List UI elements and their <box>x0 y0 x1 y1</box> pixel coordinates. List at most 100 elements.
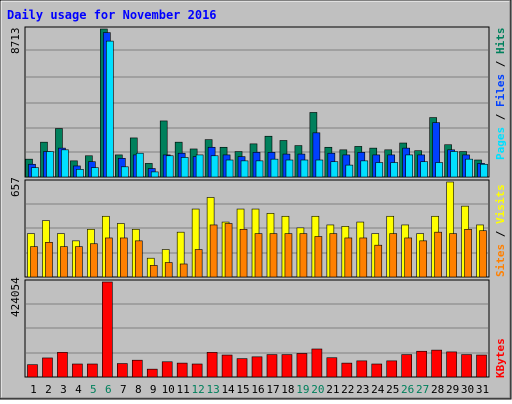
chart-title: Daily usage for November 2016 <box>7 8 217 22</box>
bar-sites-day-28 <box>434 231 442 278</box>
bar-kbytes-day-24 <box>371 363 383 378</box>
bar-pages-day-16 <box>255 160 264 178</box>
x-tick-label-11: 11 <box>177 383 190 396</box>
x-tick-label-23: 23 <box>356 383 369 396</box>
x-tick-label-29: 29 <box>446 383 459 396</box>
bar-kbytes-day-9 <box>146 368 158 378</box>
x-tick-label-10: 10 <box>162 383 175 396</box>
bar-sites-day-21 <box>329 233 338 278</box>
bar-kbytes-day-11 <box>176 362 188 378</box>
x-tick-label-22: 22 <box>341 383 354 396</box>
bar-sites-day-20 <box>314 236 323 278</box>
bar-sites-day-24 <box>374 244 383 278</box>
bar-sites-day-6 <box>105 237 113 278</box>
legend-hits-files-pages: Pages / Files / Hits <box>494 28 507 161</box>
legend-sep-2: / <box>494 54 507 74</box>
bar-pages-day-20 <box>315 159 324 178</box>
x-tick-label-30: 30 <box>461 383 474 396</box>
x-tick-label-5: 5 <box>90 383 97 396</box>
panel-frames <box>24 26 490 378</box>
bar-sites-day-27 <box>419 240 427 278</box>
bar-pages-day-10 <box>165 155 174 178</box>
x-tick-label-16: 16 <box>251 383 264 396</box>
bar-pages-day-6 <box>106 40 114 178</box>
bar-kbytes-day-30 <box>461 354 472 378</box>
bar-sites-day-8 <box>134 240 143 278</box>
x-tick-label-27: 27 <box>416 383 429 396</box>
bar-kbytes-day-27 <box>416 350 427 378</box>
x-tick-label-13: 13 <box>206 383 219 396</box>
x-axis-labels: 1 2 3 4 5 6 7 8 9 10 11 12 13 14 15 16 17 18 19 20 21 22 23 24 2… <box>30 383 489 396</box>
bar-kbytes-day-29 <box>446 351 457 378</box>
bar-kbytes-day-21 <box>326 357 338 378</box>
x-tick-label-3: 3 <box>60 383 67 396</box>
hits-panel-max-label: 8713 <box>9 28 22 55</box>
bar-sites-day-7 <box>120 237 128 278</box>
bar-kbytes-day-10 <box>161 361 173 378</box>
x-tick-label-15: 15 <box>236 383 249 396</box>
bar-kbytes-day-4 <box>72 363 83 378</box>
x-tick-label-2: 2 <box>45 383 52 396</box>
bar-sites-day-13 <box>209 224 218 278</box>
legend-sep-1: / <box>494 107 507 127</box>
bar-kbytes-day-18 <box>281 354 293 378</box>
bar-sites-day-29 <box>449 233 457 278</box>
bar-pages-day-17 <box>270 158 279 178</box>
bar-kbytes-day-1 <box>27 364 38 378</box>
bar-sites-day-19 <box>299 233 308 278</box>
x-tick-label-8: 8 <box>135 383 142 396</box>
x-tick-label-20: 20 <box>311 383 324 396</box>
bar-pages-day-3 <box>61 149 69 178</box>
bar-pages-day-27 <box>420 161 428 178</box>
bar-pages-day-9 <box>150 171 159 178</box>
bar-pages-day-12 <box>195 154 204 178</box>
legend-files: Files <box>494 74 507 107</box>
bar-sites-day-23 <box>359 237 368 278</box>
x-tick-label-31: 31 <box>476 383 489 396</box>
x-tick-label-9: 9 <box>150 383 157 396</box>
bar-sites-day-31 <box>479 230 487 278</box>
kbytes-panel-max-label: 424054 <box>9 277 22 317</box>
bar-kbytes-day-2 <box>42 357 53 378</box>
bar-sites-day-25 <box>389 233 398 278</box>
x-tick-label-17: 17 <box>266 383 279 396</box>
bar-sites-day-15 <box>239 228 248 278</box>
bar-pages-day-23 <box>360 160 369 178</box>
bar-kbytes-day-3 <box>57 352 68 378</box>
bar-sites-day-1 <box>30 246 38 278</box>
bar-sites-day-2 <box>45 241 53 278</box>
x-tick-label-24: 24 <box>371 383 385 396</box>
bar-pages-day-8 <box>135 152 144 178</box>
x-tick-label-7: 7 <box>120 383 127 396</box>
legend-hits: Hits <box>494 28 507 55</box>
x-tick-label-21: 21 <box>326 383 339 396</box>
bar-kbytes-day-22 <box>341 362 353 378</box>
bar-pages-day-7 <box>121 166 129 178</box>
bar-pages-day-22 <box>345 164 354 178</box>
bar-kbytes-day-17 <box>266 354 278 378</box>
x-tick-label-1: 1 <box>30 383 37 396</box>
bar-pages-day-19 <box>300 159 309 178</box>
bar-pages-day-11 <box>180 157 189 178</box>
bar-pages-day-26 <box>405 154 413 178</box>
legend-sites: Sites <box>494 244 507 277</box>
bar-kbytes-day-28 <box>431 349 442 378</box>
bar-pages-day-29 <box>450 151 458 178</box>
bar-pages-day-28 <box>435 162 443 178</box>
bar-sites-day-9 <box>149 265 158 278</box>
bar-sites-day-4 <box>75 246 83 278</box>
bar-sites-day-11 <box>179 263 188 278</box>
bar-kbytes-day-25 <box>386 360 398 378</box>
bar-sites-day-26 <box>404 237 412 278</box>
x-tick-label-18: 18 <box>281 383 294 396</box>
bar-kbytes-day-8 <box>131 359 143 378</box>
bar-pages-day-21 <box>330 161 339 178</box>
bar-sites-day-30 <box>464 228 472 278</box>
bar-kbytes-day-15 <box>236 358 248 378</box>
bar-kbytes-day-7 <box>117 363 128 378</box>
bar-pages-day-2 <box>46 151 54 178</box>
bar-sites-day-5 <box>90 243 98 278</box>
bar-sites-day-18 <box>284 233 293 278</box>
